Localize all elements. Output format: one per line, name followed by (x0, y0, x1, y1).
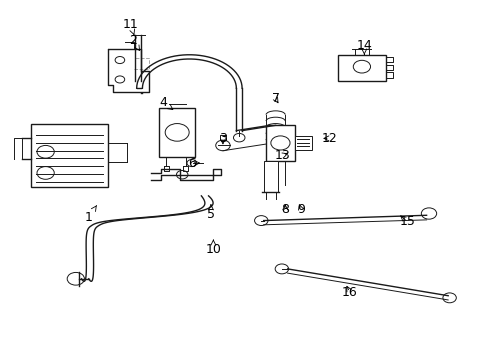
Text: 1: 1 (84, 206, 97, 224)
Bar (31, 123, 108, 187)
Text: 11: 11 (122, 18, 138, 35)
Text: 4: 4 (159, 96, 172, 109)
Text: 8: 8 (281, 203, 288, 216)
Text: 13: 13 (274, 149, 290, 162)
Text: 16: 16 (341, 286, 357, 299)
Text: 6: 6 (187, 157, 199, 170)
Text: 2: 2 (129, 34, 139, 50)
Bar (265, 125, 294, 161)
Text: 12: 12 (321, 132, 337, 145)
Bar (159, 108, 195, 157)
Text: 9: 9 (297, 203, 305, 216)
Bar (294, 136, 311, 150)
Bar (337, 55, 385, 81)
Text: 10: 10 (205, 240, 221, 256)
Text: 14: 14 (356, 39, 371, 54)
Text: 3: 3 (219, 132, 226, 145)
Text: 15: 15 (399, 215, 414, 228)
Bar (263, 161, 278, 192)
Text: 7: 7 (271, 93, 279, 105)
Text: 5: 5 (206, 205, 215, 221)
